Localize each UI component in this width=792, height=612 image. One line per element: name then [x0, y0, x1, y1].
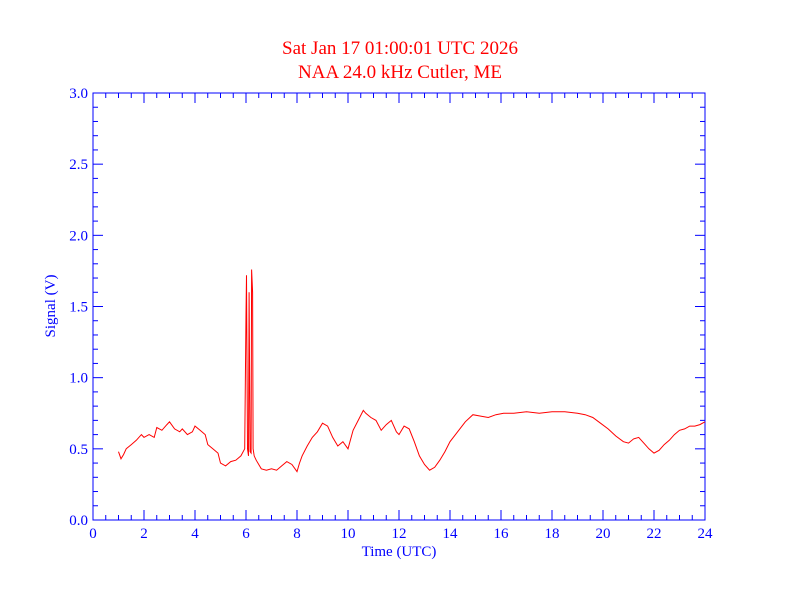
x-tick-label: 20 [596, 526, 611, 542]
x-tick-label: 0 [89, 526, 97, 542]
plot-frame [92, 92, 706, 521]
chart-subtitle: NAA 24.0 kHz Cutler, ME [298, 62, 502, 83]
y-tick-label: 1.0 [69, 371, 88, 387]
x-tick-label: 18 [545, 526, 560, 542]
chart-title: Sat Jan 17 01:00:01 UTC 2026 [282, 38, 518, 59]
x-tick-label: 24 [698, 526, 714, 542]
y-tick-labels: 0.0 0.5 1.0 1.5 2.0 2.5 3.0 [69, 86, 88, 529]
x-tick-label: 12 [392, 526, 407, 542]
x-tick-label: 14 [443, 526, 459, 542]
x-tick-label: 10 [341, 526, 356, 542]
y-tick-label: 2.0 [69, 228, 88, 244]
axis-ticks [92, 92, 706, 521]
x-tick-label: 4 [191, 526, 199, 542]
y-tick-label: 0.0 [69, 513, 88, 529]
x-axis-label: Time (UTC) [362, 544, 437, 560]
y-tick-label: 3.0 [69, 86, 88, 102]
x-tick-label: 8 [293, 526, 301, 542]
x-tick-label: 22 [647, 526, 662, 542]
x-tick-label: 2 [140, 526, 148, 542]
y-tick-label: 0.5 [69, 442, 88, 458]
y-tick-label: 2.5 [69, 157, 88, 173]
x-tick-label: 6 [242, 526, 250, 542]
x-tick-labels: 0 2 4 6 8 10 12 14 16 18 20 22 24 [89, 526, 713, 542]
y-axis-label: Signal (V) [43, 275, 59, 338]
y-tick-label: 1.5 [69, 300, 88, 316]
x-tick-label: 16 [494, 526, 510, 542]
signal-series-line [118, 269, 706, 473]
